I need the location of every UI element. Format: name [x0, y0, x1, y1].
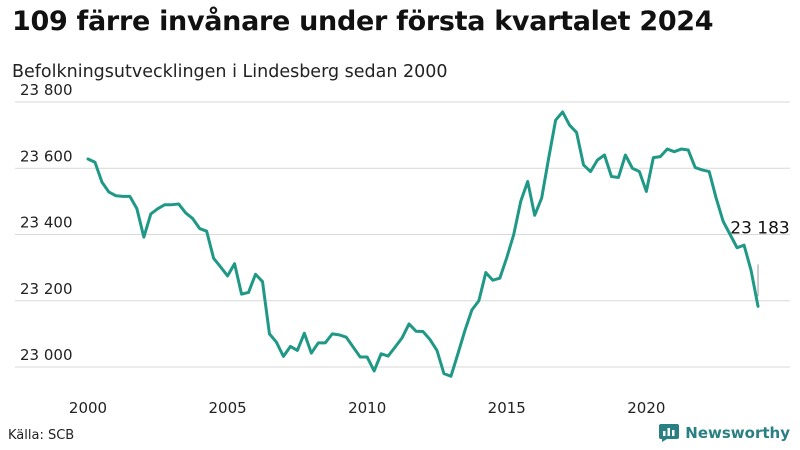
- y-tick-label: 23 600: [20, 147, 73, 165]
- annotation-label: 23 183: [730, 218, 789, 238]
- chart-subtitle: Befolkningsutvecklingen i Lindesberg sed…: [12, 62, 448, 82]
- y-tick-label: 23 400: [20, 214, 73, 232]
- series-line-0: [86, 110, 760, 378]
- series-layer: [86, 110, 760, 378]
- y-tick-label: 23 800: [20, 81, 73, 99]
- chart-title: 109 färre invånare under första kvartale…: [12, 6, 714, 37]
- x-tick-label: 2010: [348, 399, 386, 417]
- source-label: Källa: SCB: [8, 428, 75, 443]
- y-tick-label: 23 200: [20, 280, 73, 298]
- y-axis-tick-labels: 23 000 23 200 23 400 23 600 23 800: [20, 81, 73, 364]
- brand[interactable]: Newsworthy: [659, 424, 790, 442]
- y-tick-label: 23 000: [20, 346, 73, 364]
- brand-name: Newsworthy: [685, 424, 790, 442]
- x-tick-label: 2015: [488, 399, 526, 417]
- x-tick-label: 2005: [208, 399, 246, 417]
- gridlines: [15, 101, 790, 368]
- annotation-layer: 23 183: [730, 218, 790, 297]
- x-tick-label: 2000: [69, 399, 107, 417]
- bar-chart-logo-icon: [659, 424, 680, 442]
- x-axis-tick-labels: 2000 2005 2010 2015 2020: [69, 399, 666, 417]
- x-tick-label: 2020: [627, 399, 665, 417]
